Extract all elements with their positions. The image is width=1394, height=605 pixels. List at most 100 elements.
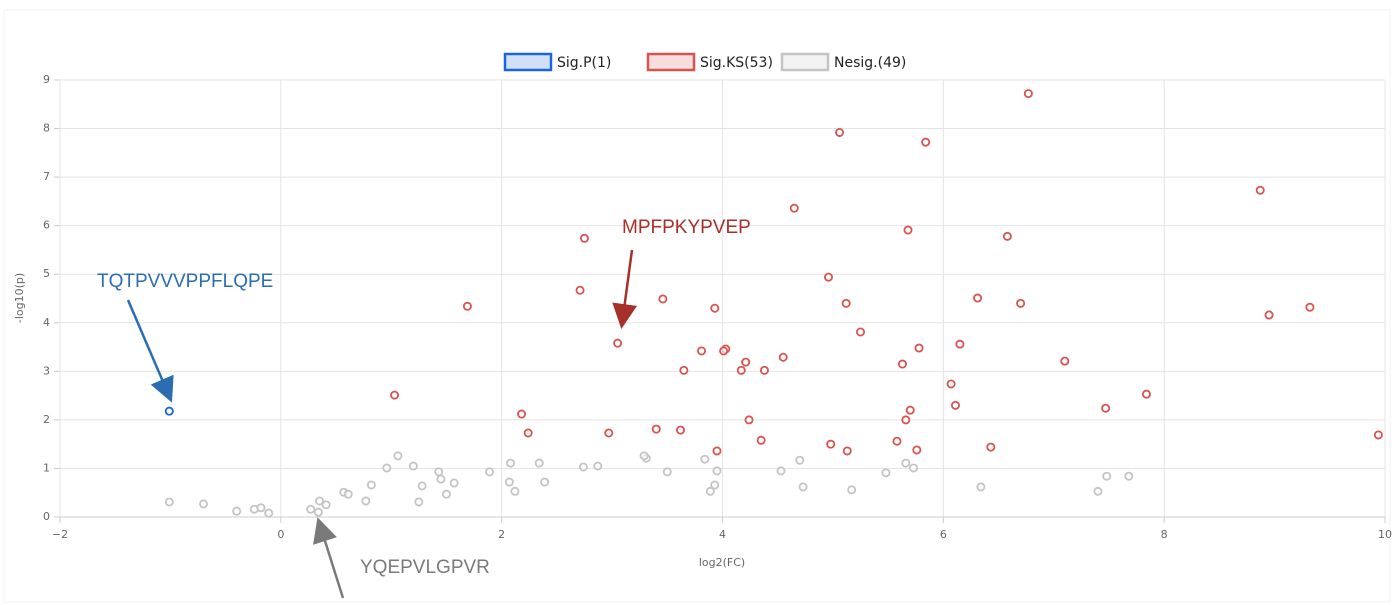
- point: [1016, 298, 1026, 308]
- point: [1060, 356, 1070, 366]
- legend-swatch: [646, 52, 696, 72]
- point: [912, 445, 922, 455]
- point: [199, 499, 209, 509]
- point: [639, 451, 649, 461]
- legend-label: Sig.KS(53): [700, 55, 773, 71]
- point: [578, 462, 588, 472]
- point: [976, 482, 986, 492]
- point: [847, 485, 857, 495]
- x-axis-label: log2(FC): [699, 556, 745, 569]
- point: [950, 400, 960, 410]
- point: [1093, 486, 1103, 496]
- y-tick-label: 0: [43, 510, 50, 523]
- x-tick-label: 6: [940, 528, 947, 541]
- point: [505, 458, 515, 468]
- legend-swatch: [503, 52, 553, 72]
- annotation: YQEPVLGPVR: [360, 557, 490, 578]
- point: [510, 486, 520, 496]
- point: [417, 481, 427, 491]
- annotation-arrow: [612, 249, 638, 329]
- legend-item: Sig.P(1): [503, 52, 611, 72]
- y-tick-label: 2: [43, 413, 50, 426]
- y-tick-label: 6: [43, 219, 50, 232]
- point: [321, 500, 331, 510]
- point: [462, 301, 472, 311]
- point: [414, 497, 424, 507]
- point: [441, 489, 451, 499]
- point: [909, 463, 919, 473]
- point: [164, 406, 174, 416]
- point: [264, 508, 274, 518]
- point: [835, 127, 845, 137]
- point: [393, 451, 403, 461]
- legend-swatch: [780, 52, 830, 72]
- point: [736, 365, 746, 375]
- x-tick-label: 0: [277, 528, 284, 541]
- point: [798, 482, 808, 492]
- x-tick-label: 8: [1161, 528, 1168, 541]
- point: [789, 203, 799, 213]
- point: [313, 507, 323, 517]
- point: [485, 467, 495, 477]
- point: [504, 477, 514, 487]
- point: [901, 458, 911, 468]
- point: [593, 461, 603, 471]
- point: [232, 506, 242, 516]
- point: [676, 425, 686, 435]
- y-tick-label: 7: [43, 170, 50, 183]
- point: [946, 379, 956, 389]
- annotation: TQTPVVVPPFLQPE: [97, 271, 273, 292]
- legend-item: Sig.KS(53): [646, 52, 773, 72]
- x-tick-label: 4: [719, 528, 726, 541]
- point: [651, 424, 661, 434]
- legend-label: Nesig.(49): [834, 55, 906, 71]
- point: [824, 272, 834, 282]
- point: [842, 446, 852, 456]
- point: [710, 480, 720, 490]
- point: [741, 357, 751, 367]
- point: [604, 428, 614, 438]
- point: [164, 497, 174, 507]
- point: [436, 474, 446, 484]
- point: [523, 428, 533, 438]
- y-tick-label: 1: [43, 461, 50, 474]
- point: [1373, 430, 1383, 440]
- point: [881, 468, 891, 478]
- point: [744, 415, 754, 425]
- point: [826, 439, 836, 449]
- point: [343, 489, 353, 499]
- point: [705, 486, 715, 496]
- y-tick-label: 4: [43, 316, 50, 329]
- point: [575, 285, 585, 295]
- point: [382, 463, 392, 473]
- point: [534, 458, 544, 468]
- point: [903, 225, 913, 235]
- point: [613, 338, 623, 348]
- point: [712, 466, 722, 476]
- point: [778, 352, 788, 362]
- point: [366, 480, 376, 490]
- point: [517, 409, 527, 419]
- point: [449, 478, 459, 488]
- point: [408, 461, 418, 471]
- point: [662, 467, 672, 477]
- point: [1124, 471, 1134, 481]
- y-tick-label: 3: [43, 364, 50, 377]
- point: [986, 442, 996, 452]
- annotation-arrow: [126, 299, 174, 403]
- point: [1002, 231, 1012, 241]
- point: [905, 405, 915, 415]
- annotation: MPFPKYPVEP: [622, 217, 751, 238]
- point: [361, 496, 371, 506]
- legend-item: Nesig.(49): [780, 52, 906, 72]
- point: [1255, 185, 1265, 195]
- point: [1142, 389, 1152, 399]
- annotation-arrow: [313, 517, 345, 599]
- point: [973, 293, 983, 303]
- point: [719, 346, 729, 356]
- point: [955, 339, 965, 349]
- point: [434, 467, 444, 477]
- point: [897, 359, 907, 369]
- point: [579, 233, 589, 243]
